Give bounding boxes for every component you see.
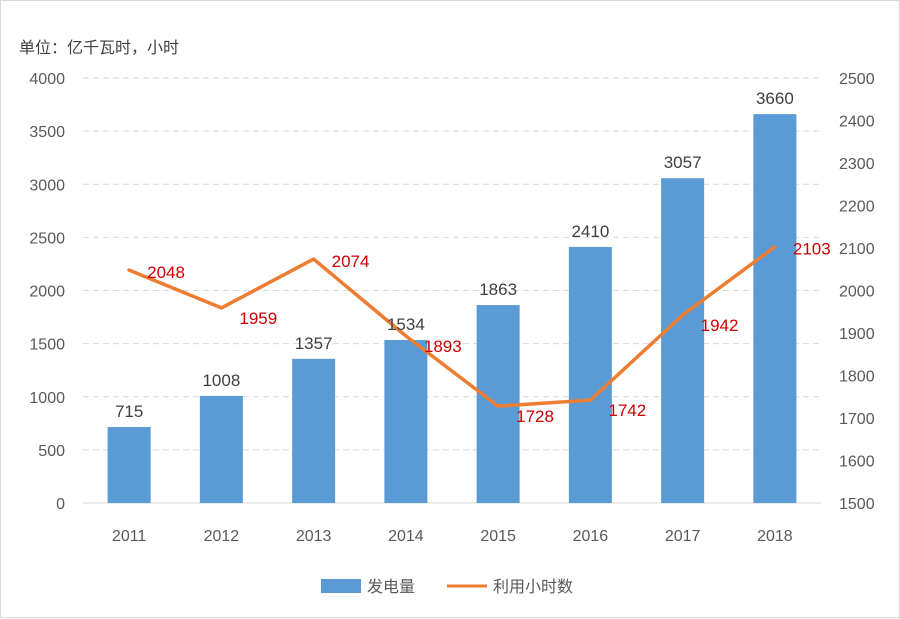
line-value-label: 1942	[701, 316, 739, 335]
line-value-label: 1959	[239, 309, 277, 328]
left-tick-label: 2000	[29, 284, 65, 301]
right-axis-ticks: 1500 1600 1700 1800 1900 2000 2100 2200 2300 2400…	[839, 71, 875, 513]
bar	[661, 178, 705, 503]
bar-data-labels: 715 1008 1357 1534 1863 2410 3057 3660	[115, 89, 794, 421]
bar	[753, 114, 797, 503]
bar-value-label: 3660	[756, 89, 794, 108]
bar	[384, 340, 428, 503]
line-value-label: 2103	[793, 240, 831, 259]
x-tick-label: 2018	[757, 528, 793, 545]
bar-value-label: 2410	[571, 222, 609, 241]
line-value-label: 2074	[332, 252, 370, 271]
right-tick-label: 1600	[839, 454, 875, 471]
line-data-labels: 2048 1959 2074 1893 1728 1742 1942 2103	[147, 240, 831, 426]
left-tick-label: 4000	[29, 71, 65, 88]
left-tick-label: 0	[56, 496, 65, 513]
x-tick-label: 2011	[112, 528, 147, 545]
left-axis-ticks: 0 500 1000 1500 2000 2500 3000 3500 4000	[29, 71, 65, 513]
unit-label: 单位：亿千瓦时，小时	[19, 38, 179, 57]
bar-series	[107, 114, 797, 503]
bar-value-label: 1008	[202, 371, 240, 390]
gridlines	[83, 77, 821, 504]
right-tick-label: 2500	[839, 71, 875, 88]
right-tick-label: 2100	[839, 241, 875, 258]
x-tick-label: 2012	[204, 528, 240, 545]
left-tick-label: 500	[38, 443, 65, 460]
left-tick-label: 1000	[29, 390, 65, 407]
left-tick-label: 3500	[29, 124, 65, 141]
x-tick-label: 2016	[573, 528, 609, 545]
right-tick-label: 1500	[839, 496, 875, 513]
right-tick-label: 2000	[839, 284, 875, 301]
line-series	[127, 244, 777, 408]
line-value-label: 1742	[608, 401, 646, 420]
bar	[292, 358, 336, 503]
x-tick-label: 2014	[388, 528, 424, 545]
bar	[107, 427, 151, 503]
right-tick-label: 1700	[839, 411, 875, 428]
bar-value-label: 1534	[387, 315, 425, 334]
left-tick-label: 3000	[29, 177, 65, 194]
right-tick-label: 2200	[839, 199, 875, 216]
right-tick-label: 1900	[839, 326, 875, 343]
right-tick-label: 2400	[839, 114, 875, 131]
line-value-label: 2048	[147, 263, 185, 282]
x-tick-label: 2013	[296, 528, 332, 545]
legend-label-bar: 发电量	[367, 577, 415, 596]
bar-value-label: 715	[115, 402, 143, 421]
legend-label-line: 利用小时数	[493, 577, 573, 596]
x-tick-label: 2015	[480, 528, 516, 545]
right-tick-label: 2300	[839, 156, 875, 173]
line-value-label: 1893	[424, 337, 462, 356]
right-tick-label: 1800	[839, 369, 875, 386]
line-value-label: 1728	[516, 407, 554, 426]
legend-swatch-bar	[321, 579, 361, 593]
x-tick-label: 2017	[665, 528, 701, 545]
bar	[199, 395, 243, 503]
x-axis-ticks: 2011 2012 2013 2014 2015 2016 2017 2018	[112, 528, 793, 545]
legend: 发电量 利用小时数	[321, 577, 573, 596]
bar-value-label: 1863	[479, 280, 517, 299]
bar-value-label: 3057	[664, 153, 702, 172]
bar-value-label: 1357	[295, 334, 333, 353]
line-path	[127, 244, 777, 408]
bar	[568, 246, 612, 503]
left-tick-label: 1500	[29, 337, 65, 354]
left-tick-label: 2500	[29, 230, 65, 247]
